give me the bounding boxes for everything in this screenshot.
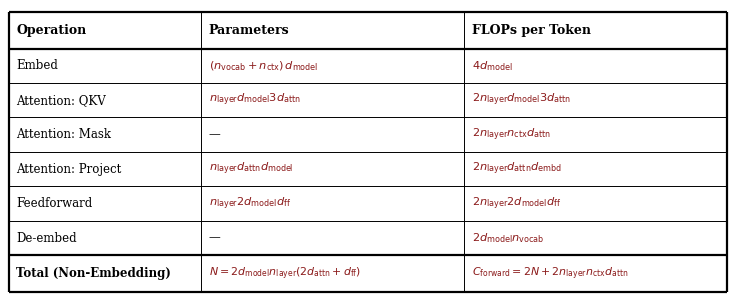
Text: $2n_{\rm layer}d_{\rm attn}d_{\rm embd}$: $2n_{\rm layer}d_{\rm attn}d_{\rm embd}$ [472, 161, 562, 177]
Text: Attention: QKV: Attention: QKV [16, 94, 106, 107]
Text: $n_{\rm layer}d_{\rm attn}d_{\rm model}$: $n_{\rm layer}d_{\rm attn}d_{\rm model}$ [209, 161, 293, 177]
Text: $2n_{\rm layer}n_{\rm ctx}d_{\rm attn}$: $2n_{\rm layer}n_{\rm ctx}d_{\rm attn}$ [472, 127, 551, 143]
Text: —: — [209, 128, 221, 141]
Text: Parameters: Parameters [209, 24, 289, 37]
Text: $n_{\rm layer}2d_{\rm model}d_{\rm ff}$: $n_{\rm layer}2d_{\rm model}d_{\rm ff}$ [209, 196, 291, 212]
Text: $C_{\rm forward} = 2N + 2n_{\rm layer}n_{\rm ctx}d_{\rm attn}$: $C_{\rm forward} = 2N + 2n_{\rm layer}n_… [472, 266, 628, 282]
Text: Attention: Project: Attention: Project [16, 163, 121, 176]
Text: FLOPs per Token: FLOPs per Token [472, 24, 590, 37]
Text: Operation: Operation [16, 24, 86, 37]
Text: $2d_{\rm model}n_{\rm vocab}$: $2d_{\rm model}n_{\rm vocab}$ [472, 231, 544, 245]
Text: $4d_{\rm model}$: $4d_{\rm model}$ [472, 59, 512, 73]
Text: De-embed: De-embed [16, 231, 77, 245]
Text: Attention: Mask: Attention: Mask [16, 128, 111, 141]
Text: —: — [209, 231, 221, 245]
Text: $2n_{\rm layer}2d_{\rm model}d_{\rm ff}$: $2n_{\rm layer}2d_{\rm model}d_{\rm ff}$ [472, 196, 561, 212]
Text: $(n_{\rm vocab} + n_{\rm ctx})\,d_{\rm model}$: $(n_{\rm vocab} + n_{\rm ctx})\,d_{\rm m… [209, 59, 318, 73]
Text: $2n_{\rm layer}d_{\rm model}3d_{\rm attn}$: $2n_{\rm layer}d_{\rm model}3d_{\rm attn… [472, 92, 570, 108]
Text: $n_{\rm layer}d_{\rm model}3d_{\rm attn}$: $n_{\rm layer}d_{\rm model}3d_{\rm attn}… [209, 92, 300, 108]
Text: Feedforward: Feedforward [16, 197, 93, 210]
Text: Embed: Embed [16, 59, 58, 72]
Text: Total (Non-Embedding): Total (Non-Embedding) [16, 267, 171, 280]
Text: $N = 2d_{\rm model}n_{\rm layer}(2d_{\rm attn} + d_{\rm ff})$: $N = 2d_{\rm model}n_{\rm layer}(2d_{\rm… [209, 266, 361, 282]
